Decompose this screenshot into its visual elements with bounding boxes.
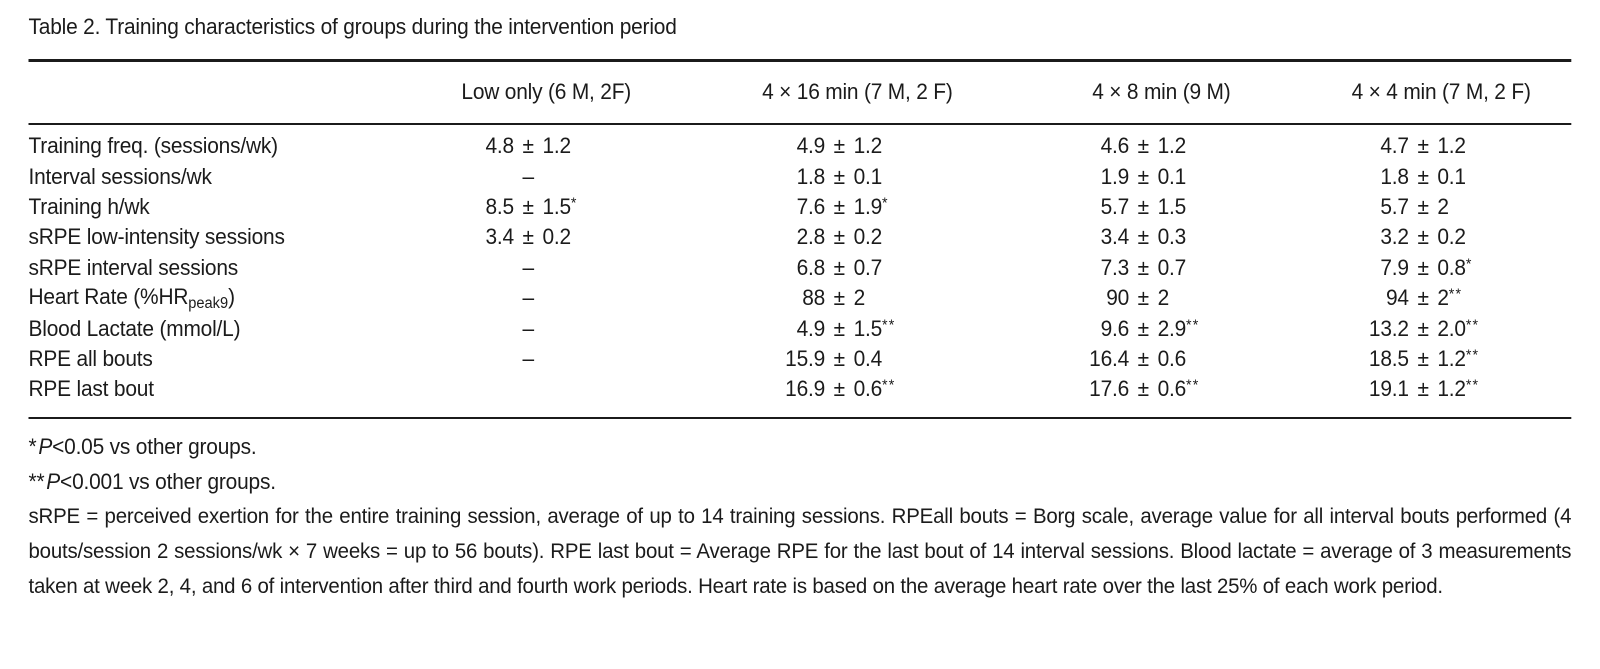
column-header: 4 × 4 min (7 M, 2 F) <box>1351 79 1531 104</box>
data-cell: 18.5 ±1.2** <box>1368 345 1480 371</box>
data-cell: – <box>522 315 534 341</box>
table-row: Training h/wk 8.5 ±1.5* 7.6 ±1.9* 5.7 ±1.5 5.7 ±… <box>29 192 1572 222</box>
data-cell: 5.7 ±1.5 <box>1100 193 1187 219</box>
data-cell: – <box>522 163 534 189</box>
significance-marker: * <box>882 194 889 212</box>
significance-marker: * <box>570 194 578 212</box>
table-row: sRPE interval sessions – 6.8 ±0.7 7.3 ±0.7 7.9… <box>29 253 1572 283</box>
data-cell: 5.7 ±2 <box>1380 193 1449 219</box>
table-row: RPE last bout 16.9 ±0.6** 17.6 ±0.6** 19.1 ±1.… <box>29 374 1572 404</box>
row-label: Blood Lactate (mmol/L) <box>28 315 241 341</box>
data-cell: 9.6 ±2.9** <box>1100 315 1200 341</box>
table-row: RPE all bouts – 15.9 ±0.4 16.4 ±0.6 18.5 ±1.2** <box>29 344 1572 374</box>
footnote-text: <0.001 vs other groups. <box>60 469 276 495</box>
footnote-text: <0.05 vs other groups. <box>52 434 257 460</box>
significance-footnotes: *P<0.05 vs other groups. **P<0.001 vs oth… <box>29 429 1572 499</box>
data-cell: 1.9 ±0.1 <box>1100 163 1187 189</box>
data-cell: 4.8 ±1.2 <box>485 133 571 159</box>
table-row: Interval sessions/wk – 1.8 ±0.1 1.9 ±0.1 1.8 ±0… <box>29 161 1572 191</box>
bottom-rule <box>28 416 1572 420</box>
column-header: 4 × 8 min (9 M) <box>1092 79 1231 104</box>
significance-marker: ** <box>1186 315 1200 333</box>
table-row: Heart Rate (%HRpeak9) – 88 ±2 90 ±2 94 ±2** <box>29 283 1572 313</box>
data-cell: 1.8 ±0.1 <box>796 163 883 189</box>
significance-footnote: *P<0.05 vs other groups. <box>29 429 1572 464</box>
p-symbol: P <box>38 434 53 460</box>
table-note: sRPE = perceived exertion for the entire… <box>28 504 1572 599</box>
data-cell: 6.8 ±0.7 <box>796 254 883 280</box>
data-cell: 4.9 ±1.2 <box>796 133 883 159</box>
data-cell: – <box>522 345 534 371</box>
data-cell: 3.2 ±0.2 <box>1380 224 1466 250</box>
data-cell: 3.4 ±0.2 <box>485 224 571 250</box>
significance-marker: ** <box>1448 285 1463 303</box>
data-cell: 3.4 ±0.3 <box>1100 224 1187 250</box>
significance-marker: ** <box>1465 346 1480 364</box>
data-cell: 8.5 ±1.5* <box>485 193 578 219</box>
footnote-stars: * <box>28 434 37 460</box>
data-cell: 15.9 ±0.4 <box>785 345 883 371</box>
data-cell: – <box>522 285 534 311</box>
data-cell: 1.8 ±0.1 <box>1380 163 1466 189</box>
p-symbol: P <box>46 469 61 495</box>
column-header: Low only (6 M, 2F) <box>461 79 632 104</box>
significance-marker: ** <box>1465 315 1480 333</box>
label-subscript: peak9 <box>188 294 229 312</box>
data-cell: 16.9 ±0.6** <box>785 376 896 402</box>
row-label: Heart Rate (%HRpeak9) <box>28 283 236 312</box>
data-cell: 4.6 ±1.2 <box>1100 133 1187 159</box>
data-cell: 17.6 ±0.6** <box>1089 376 1200 402</box>
row-label: Training h/wk <box>28 193 150 219</box>
row-label: Interval sessions/wk <box>28 163 212 189</box>
significance-marker: ** <box>882 315 896 333</box>
table-footnotes: *P<0.05 vs other groups. **P<0.001 vs oth… <box>29 419 1572 604</box>
top-rule <box>28 59 1572 62</box>
data-cell: 4.9 ±1.5** <box>796 315 896 341</box>
data-cell: 13.2 ±2.0** <box>1368 315 1480 341</box>
column-header: 4 × 16 min (7 M, 2 F) <box>762 79 953 104</box>
data-cell: 2.8 ±0.2 <box>796 224 883 250</box>
data-cell: 19.1 ±1.2** <box>1368 376 1480 402</box>
paper-table-page: Table 2. Training characteristics of gro… <box>28 14 1572 604</box>
data-cell: 4.7 ±1.2 <box>1380 133 1466 159</box>
header-row: Low only (6 M, 2F) 4 × 16 min (7 M, 2 F) 4… <box>29 62 1572 123</box>
table-row: sRPE low-intensity sessions 3.4 ±0.2 2.8 ±0.… <box>29 222 1572 252</box>
data-cell: 7.9 ±0.8* <box>1380 254 1473 280</box>
table-body: Training freq. (sessions/wk) 4.8 ±1.2 4.9 ±1… <box>29 125 1572 405</box>
data-cell: 7.6 ±1.9* <box>796 193 889 219</box>
data-cell: 94 ±2** <box>1385 285 1463 311</box>
header-rule <box>28 123 1572 125</box>
table-row: Blood Lactate (mmol/L) – 4.9 ±1.5** 9.6 ±2.9*… <box>29 313 1572 343</box>
significance-marker: ** <box>1465 376 1480 394</box>
significance-footnote: **P<0.001 vs other groups. <box>29 464 1572 499</box>
table-title: Table 2. Training characteristics of gro… <box>28 14 677 39</box>
significance-marker: * <box>1465 255 1473 273</box>
significance-marker: ** <box>1186 376 1200 394</box>
significance-marker: ** <box>882 376 896 394</box>
row-label: sRPE interval sessions <box>28 254 239 280</box>
footnote-stars: ** <box>28 469 45 495</box>
data-cell: – <box>522 254 534 280</box>
data-cell: 90 ±2 <box>1106 285 1170 311</box>
data-cell: 16.4 ±0.6 <box>1089 345 1187 371</box>
row-label: sRPE low-intensity sessions <box>28 224 285 250</box>
row-label: RPE all bouts <box>28 345 153 371</box>
data-cell: 88 ±2 <box>802 285 866 311</box>
row-label: RPE last bout <box>28 376 155 402</box>
data-cell: 7.3 ±0.7 <box>1100 254 1187 280</box>
row-label: Training freq. (sessions/wk) <box>28 133 279 159</box>
table-row: Training freq. (sessions/wk) 4.8 ±1.2 4.9 ±1… <box>29 131 1572 161</box>
